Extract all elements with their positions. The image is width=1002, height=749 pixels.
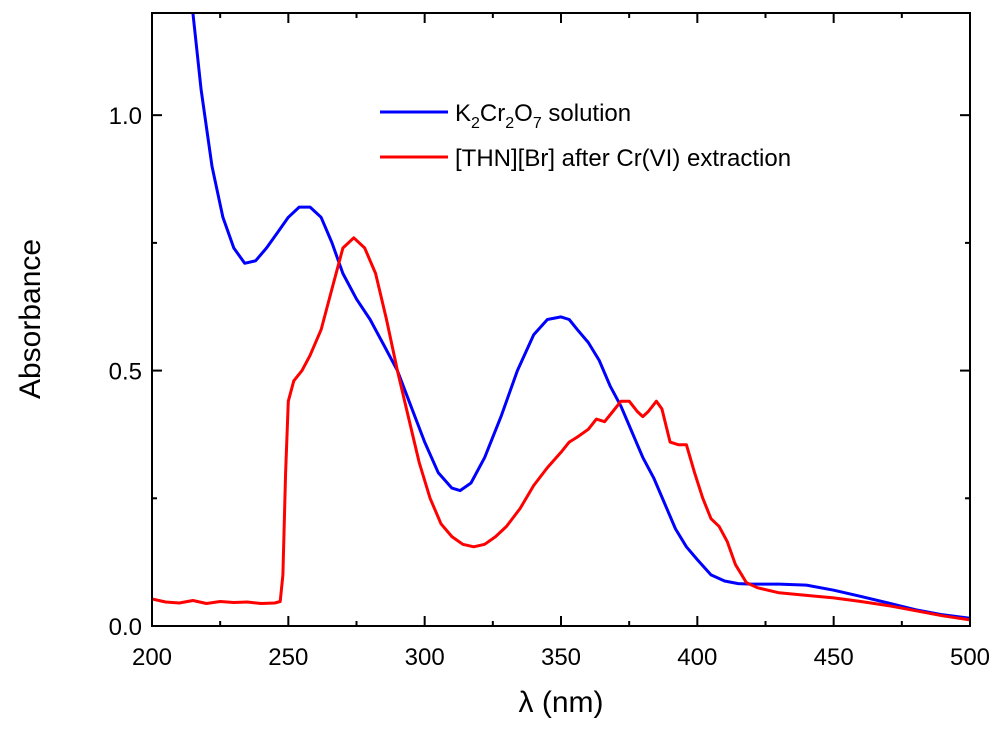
x-axis-title: λ (nm) xyxy=(519,686,604,719)
plot-curves xyxy=(152,13,970,622)
x-tick-label: 350 xyxy=(541,644,581,671)
x-tick-label: 200 xyxy=(132,644,172,671)
series-line-1 xyxy=(191,13,970,620)
y-axis-title: Absorbance xyxy=(14,239,47,399)
series-line-2 xyxy=(152,236,970,622)
y-tick-label: 0.0 xyxy=(109,614,142,641)
x-tick-label: 450 xyxy=(814,644,854,671)
x-tick-label: 400 xyxy=(677,644,717,671)
legend-label-series-2: [THN][Br] after Cr(VI) extraction xyxy=(455,145,791,172)
legend-label-series-1: K2Cr2O7 solution xyxy=(455,100,631,132)
y-tick-label: 0.5 xyxy=(109,359,142,386)
x-axis-ticks: 200 250 300 350 400 450 500 xyxy=(132,13,990,671)
x-tick-label: 300 xyxy=(405,644,445,671)
legend: K2Cr2O7 solution [THN][Br] after Cr(VI) … xyxy=(380,100,791,172)
y-tick-label: 1.0 xyxy=(109,103,142,130)
x-tick-label: 250 xyxy=(268,644,308,671)
y-axis-ticks: 0.0 0.5 1.0 xyxy=(109,103,970,641)
x-tick-label: 500 xyxy=(950,644,990,671)
